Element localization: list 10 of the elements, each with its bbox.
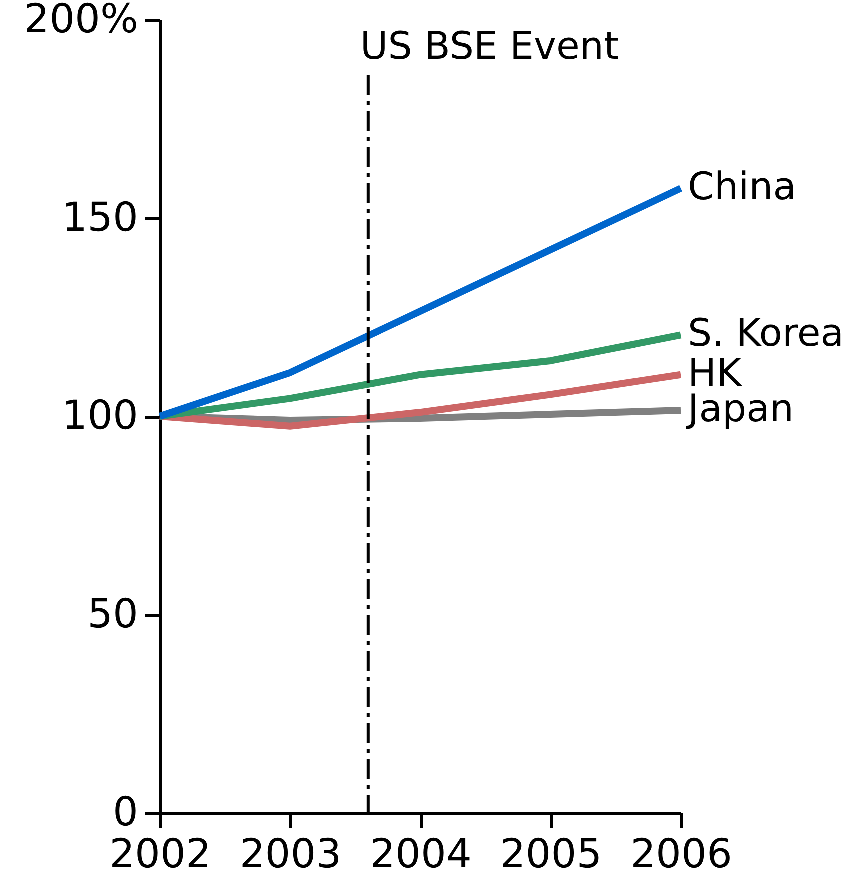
- series-label: China: [688, 164, 797, 209]
- ref-line-label: US BSE Event: [360, 24, 619, 68]
- y-tick-label: 100: [62, 393, 138, 439]
- x-tick-label: 2003: [240, 832, 342, 878]
- y-tick-label: 50: [88, 591, 138, 638]
- y-tick-label: 150: [62, 194, 138, 241]
- x-tick-label: 2006: [630, 832, 732, 878]
- x-tick-label: 2004: [370, 832, 472, 878]
- y-tick-label: 200%: [24, 0, 138, 42]
- x-tick-label: 2005: [500, 832, 602, 878]
